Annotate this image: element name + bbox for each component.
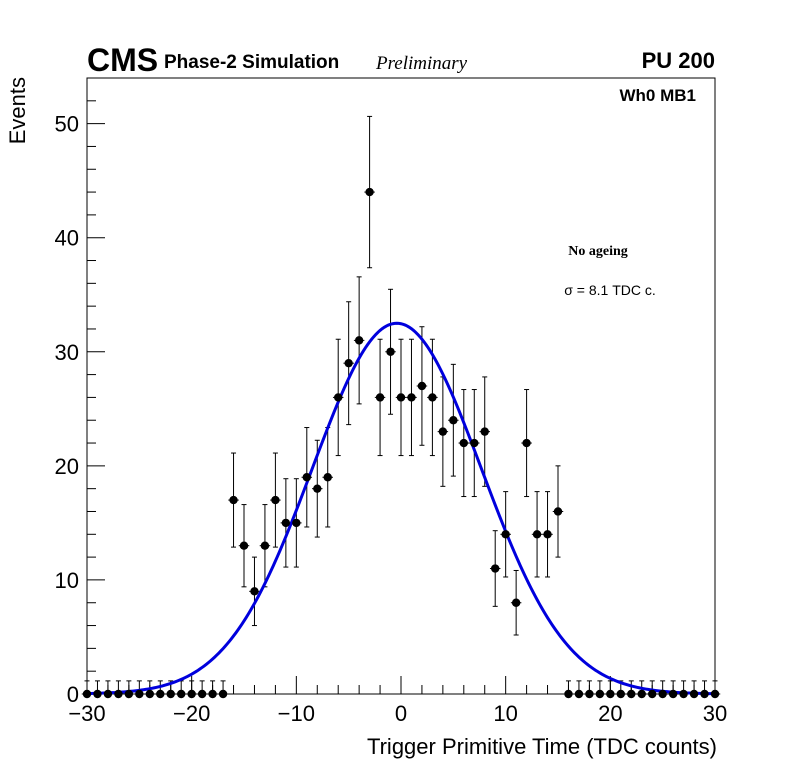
data-point	[292, 518, 301, 528]
data-point	[114, 689, 123, 699]
data-point	[218, 689, 228, 699]
data-point	[627, 689, 636, 699]
x-tick-label: −10	[278, 701, 315, 726]
data-point	[281, 518, 291, 528]
x-tick-label: 30	[703, 701, 727, 726]
data-point	[375, 393, 385, 402]
data-point	[354, 336, 364, 345]
data-point	[679, 689, 688, 699]
x-tick-label: −20	[173, 701, 210, 726]
data-point	[271, 495, 280, 505]
data-point	[710, 689, 720, 699]
data-point	[208, 689, 217, 699]
data-point	[344, 358, 353, 368]
data-point	[239, 541, 249, 550]
data-point	[553, 507, 563, 516]
data-point	[156, 689, 165, 699]
data-point	[668, 689, 678, 699]
data-point	[260, 541, 270, 550]
chart-text: CMS Phase-2 Simulation Preliminary PU 20…	[5, 42, 717, 759]
preliminary-label: Preliminary	[375, 53, 468, 74]
simulation-label: Phase-2 Simulation	[164, 52, 339, 73]
data-point	[700, 689, 709, 699]
gaussian-fit-curve	[86, 321, 716, 696]
data-point	[313, 484, 322, 493]
data-point	[135, 689, 144, 699]
data-point	[689, 689, 699, 699]
data-point	[480, 427, 489, 436]
data-point	[543, 530, 552, 539]
sigma-annotation: σ = 8.1 TDC c.	[564, 282, 656, 298]
data-point	[396, 393, 406, 402]
data-point	[334, 393, 343, 402]
y-tick-label: 20	[55, 454, 79, 479]
x-tick-label: 0	[395, 701, 407, 726]
error-bars	[81, 115, 721, 695]
data-point	[532, 530, 542, 539]
station-label: Wh0 MB1	[620, 86, 697, 105]
data-point	[417, 381, 427, 391]
data-point	[658, 689, 667, 699]
x-tick-label: −30	[68, 701, 105, 726]
data-point	[197, 689, 207, 699]
data-point	[386, 347, 395, 356]
data-point	[564, 689, 573, 699]
data-point	[585, 689, 594, 699]
data-point	[187, 689, 196, 699]
y-axis-label: Events	[5, 77, 30, 144]
data-point	[449, 416, 458, 425]
x-axis-label: Trigger Primitive Time (TDC counts)	[367, 734, 717, 759]
data-point	[616, 689, 625, 699]
data-point	[103, 689, 113, 699]
data-point	[438, 427, 448, 436]
data-point	[648, 689, 657, 699]
data-point	[407, 393, 416, 402]
data-point	[637, 689, 646, 699]
data-point	[145, 689, 154, 699]
data-point	[177, 689, 186, 699]
data-point	[470, 438, 479, 448]
data-point	[124, 689, 134, 699]
data-point	[522, 438, 531, 448]
data-point	[428, 393, 437, 402]
data-point	[491, 564, 500, 573]
fit-curve-layer	[86, 321, 716, 696]
data-point	[250, 587, 259, 596]
y-tick-label: 10	[55, 568, 79, 593]
x-tick-label: 20	[598, 701, 622, 726]
y-tick-label: 30	[55, 340, 79, 365]
data-point	[365, 187, 374, 197]
data-points	[82, 187, 720, 699]
y-tick-label: 50	[55, 112, 79, 137]
data-point	[323, 473, 332, 482]
y-tick-label: 40	[55, 226, 79, 251]
axis-ticks: −30 −20 −10 0 10 20 30 0 10 20 30 40 50	[55, 77, 727, 726]
data-point	[302, 473, 311, 482]
y-tick-label: 0	[67, 682, 79, 707]
cms-label: CMS	[87, 42, 158, 78]
data-point	[229, 495, 238, 505]
data-point	[459, 438, 468, 448]
x-tick-label: 10	[493, 701, 517, 726]
pileup-label: PU 200	[642, 48, 715, 73]
data-point	[501, 530, 510, 539]
data-point	[595, 689, 605, 699]
data-point	[574, 689, 584, 699]
data-point	[93, 689, 102, 699]
data-point	[166, 689, 175, 699]
ageing-annotation: No ageing	[568, 244, 628, 259]
data-point	[82, 689, 92, 699]
data-point	[606, 689, 615, 699]
data-point	[511, 598, 521, 607]
